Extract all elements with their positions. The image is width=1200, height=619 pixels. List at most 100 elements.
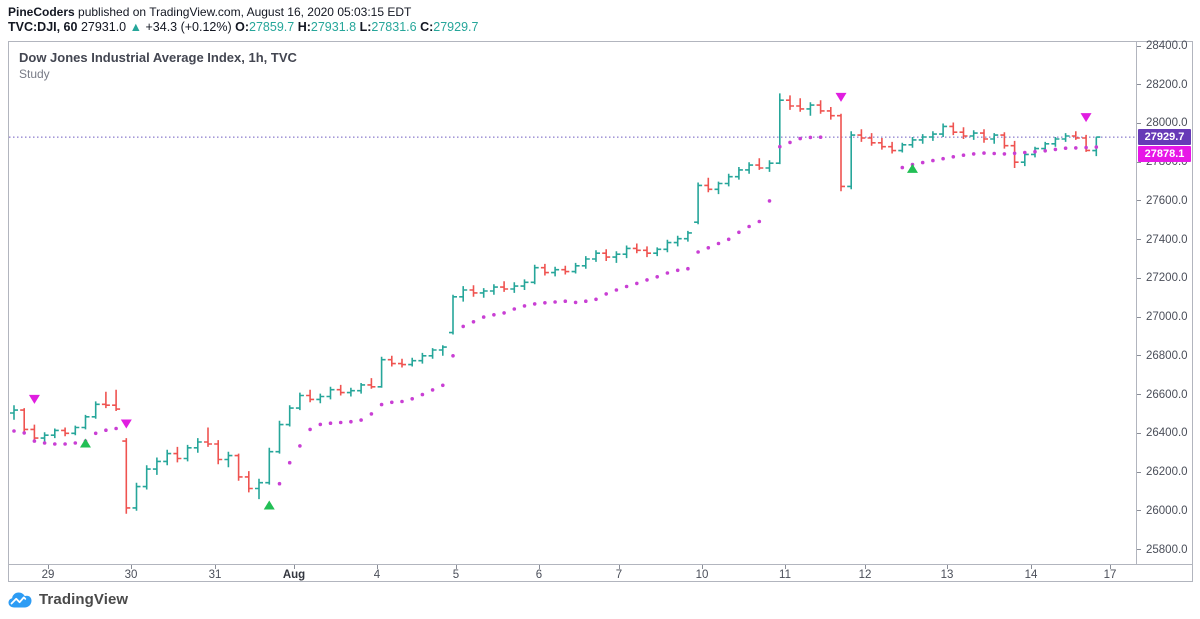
time-tick: [48, 565, 49, 569]
study-dot: [287, 460, 292, 465]
price-axis[interactable]: 28400.0 28200.0 28000.0 27800.0 27600.0 27400…: [1137, 40, 1192, 564]
sell-signal-triangle-icon: [1080, 113, 1092, 123]
study-dot: [441, 383, 445, 388]
price-badge: 27929.7: [1138, 129, 1191, 146]
time-tick-label: Aug: [282, 569, 306, 581]
study-dot: [481, 315, 486, 319]
study-dot: [767, 199, 772, 203]
price-tick-label: 25800.0: [1146, 543, 1188, 556]
price-tick-label: 28000.0: [1146, 117, 1188, 130]
study-dot: [920, 160, 925, 165]
study-dot: [818, 135, 823, 139]
study-dot: [635, 281, 639, 286]
time-tick-label: 7: [615, 569, 623, 581]
study-dot: [696, 250, 700, 254]
price-axis-separator: [1136, 42, 1137, 564]
sell-signal-triangle-icon: [835, 92, 847, 102]
study-dot: [1012, 151, 1017, 156]
time-tick-label: 17: [1103, 569, 1117, 581]
study-dot: [686, 266, 690, 271]
study-dot: [961, 153, 966, 157]
study-dot: [42, 441, 47, 445]
study-dot: [1033, 149, 1037, 154]
study-dot: [338, 420, 343, 425]
open-label: O:: [235, 20, 250, 34]
tradingview-logo-text: TradingView: [39, 591, 129, 608]
study-dot: [951, 155, 956, 159]
time-tick-label: 29: [41, 569, 55, 581]
price-change: +34.3 (+0.12%): [145, 20, 232, 34]
up-arrow-icon: ▲: [129, 20, 142, 34]
time-tick: [865, 565, 866, 569]
publisher-name: PineCoders: [8, 5, 75, 19]
study-dot: [369, 412, 374, 416]
time-tick: [1031, 565, 1032, 569]
study-dot: [277, 481, 282, 486]
time-tick: [702, 565, 703, 569]
buy-signal-triangle-icon: [79, 438, 91, 448]
price-tick-label: 26800.0: [1146, 349, 1188, 362]
time-tick-label: 11: [779, 569, 791, 581]
study-dot: [645, 278, 649, 282]
price-tick-label: 27600.0: [1146, 194, 1188, 207]
price-tick-label: 26400.0: [1146, 427, 1188, 440]
study-dot: [726, 237, 731, 242]
study-dot: [328, 421, 333, 426]
study-dot: [737, 230, 741, 235]
price-tick: [1137, 84, 1141, 86]
study-dot: [706, 246, 711, 250]
study-dot: [22, 431, 26, 435]
study-dot: [808, 135, 813, 140]
chart-title: Dow Jones Industrial Average Index, 1h, …: [19, 50, 297, 65]
study-dot: [53, 442, 57, 446]
study-dot: [563, 299, 568, 304]
study-dot: [532, 302, 537, 306]
time-axis[interactable]: 29 30 31 Aug 4 5 6 7 10 11 12 13 14 17: [9, 565, 1136, 581]
study-dot: [1094, 145, 1099, 149]
study-dot: [461, 324, 466, 329]
study-dot: [349, 419, 353, 424]
study-dot: [788, 140, 792, 145]
publish-line: PineCoders published on TradingView.com,…: [8, 5, 478, 19]
chart-plot-area[interactable]: Dow Jones Industrial Average Index, 1h, …: [9, 42, 1136, 564]
study-dot: [410, 397, 415, 401]
study-dot: [1023, 150, 1027, 155]
down-bars-path: [20, 95, 1091, 514]
study-dot: [992, 151, 996, 156]
tradingview-logo[interactable]: TradingView: [8, 591, 128, 608]
study-dot: [512, 307, 517, 311]
study-dot: [63, 442, 67, 446]
time-tick: [947, 565, 948, 569]
study-dot: [604, 292, 608, 296]
study-dot: [675, 268, 680, 273]
chart-legend[interactable]: Dow Jones Industrial Average Index, 1h, …: [19, 49, 297, 82]
high-label: H:: [297, 20, 311, 34]
price-tick: [1137, 549, 1141, 550]
study-dot: [390, 400, 394, 405]
close-value: 27929.7: [433, 20, 479, 34]
study-dot: [931, 158, 935, 163]
study-dot: [624, 284, 629, 289]
study-dot: [778, 144, 782, 149]
time-tick-label: 12: [858, 569, 872, 581]
price-tick-label: 26600.0: [1146, 388, 1188, 401]
study-dot: [93, 431, 98, 436]
study-dot: [1084, 145, 1088, 150]
price-tick-label: 28400.0: [1146, 40, 1188, 52]
study-dot: [430, 388, 435, 392]
study-dot: [584, 299, 588, 304]
time-tick-label: 10: [695, 569, 709, 581]
study-dot: [594, 297, 598, 302]
axis-corner: [1137, 565, 1192, 581]
last-price: 27931.0: [80, 20, 127, 34]
study-dot: [665, 271, 670, 275]
ohlc-chart-svg[interactable]: [9, 42, 1136, 564]
time-tick: [131, 565, 132, 569]
study-dot: [798, 136, 802, 141]
buy-signal-triangle-icon: [906, 163, 918, 173]
study-dot: [1053, 147, 1058, 152]
price-tick: [1137, 510, 1141, 512]
price-tick: [1137, 316, 1141, 318]
time-tick: [785, 565, 786, 569]
quote-line: TVC:DJI, 60 27931.0 ▲ +34.3 (+0.12%) O:2…: [8, 20, 478, 35]
